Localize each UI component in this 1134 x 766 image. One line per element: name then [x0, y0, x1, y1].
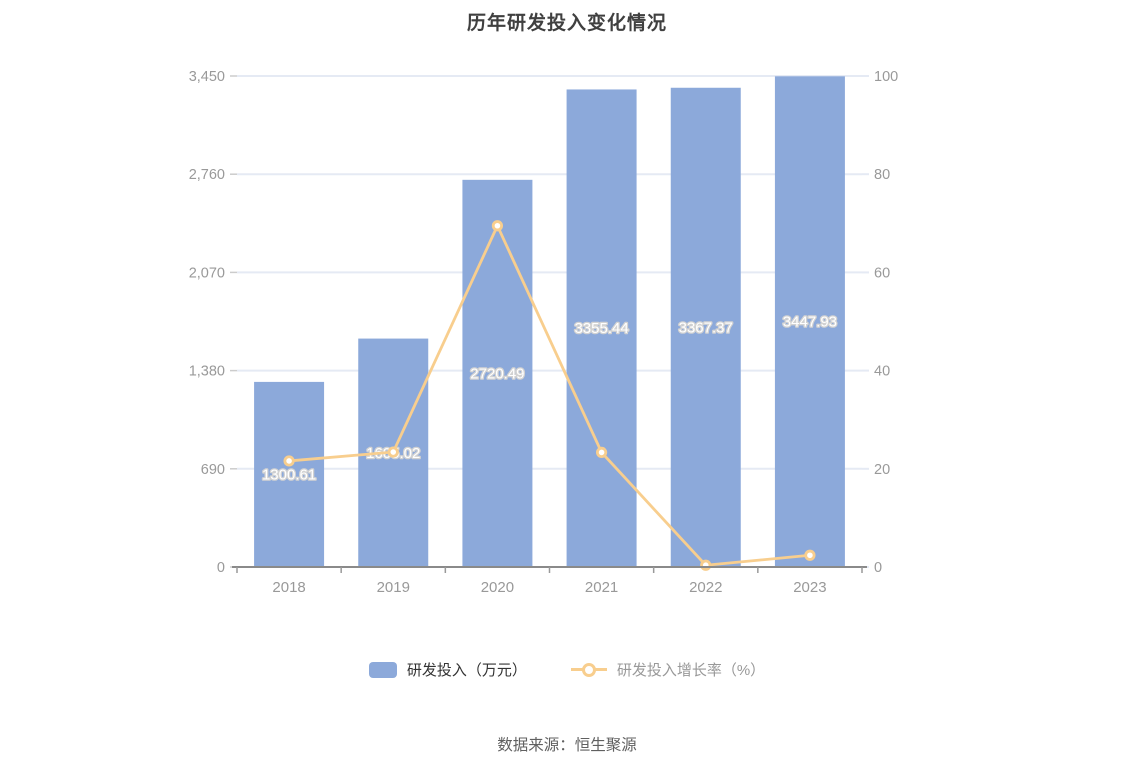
- left-axis-tick-label: 1,380: [189, 364, 225, 380]
- bar-2022[interactable]: [670, 87, 741, 568]
- right-axis-tick-label: 20: [874, 462, 890, 478]
- right-axis-tick-label: 60: [874, 265, 890, 281]
- growth-point-2018[interactable]: [283, 455, 295, 467]
- x-axis-label-2019: 2019: [377, 579, 410, 596]
- bar-2018[interactable]: [254, 381, 325, 567]
- right-axis-tick-label: 100: [874, 69, 898, 85]
- left-axis-tick-label: 2,760: [189, 167, 225, 183]
- chart-plot-area: 0 690 1,380 2,070 2,760 3,450 0 20 40 60 80 100 1300…: [189, 69, 899, 596]
- legend-item-growth-rate[interactable]: 研发投入增长率（%）: [570, 659, 766, 680]
- left-axis-tick-label: 2,070: [189, 265, 225, 281]
- legend-label-rd-investment: 研发投入（万元）: [406, 662, 527, 679]
- growth-point-2020[interactable]: [491, 220, 504, 232]
- bar-value-label-2020: 2720.49: [470, 365, 524, 382]
- growth-rate-line: [288, 224, 811, 567]
- left-axis-tick-label: 3,450: [189, 69, 225, 85]
- bar-2023[interactable]: [774, 76, 845, 567]
- chart-legend: 研发投入（万元） 研发投入增长率（%）: [0, 659, 1134, 680]
- chart-title: 历年研发投入变化情况: [466, 13, 667, 34]
- left-axis-tick-label: 690: [201, 462, 225, 478]
- x-axis-label-2020: 2020: [481, 579, 514, 596]
- bar-value-label-2023: 3447.93: [783, 314, 837, 331]
- legend-item-rd-investment[interactable]: 研发投入（万元）: [368, 659, 527, 680]
- legend-label-growth-rate: 研发投入增长率（%）: [616, 662, 766, 679]
- right-axis-tick-label: 80: [874, 167, 890, 183]
- growth-point-2023[interactable]: [804, 549, 816, 561]
- left-axis-tick-label: 0: [217, 560, 225, 576]
- growth-point-2019[interactable]: [387, 446, 399, 458]
- x-axis-label-2023: 2023: [793, 579, 826, 596]
- bar-value-label-2022: 3367.37: [679, 319, 733, 336]
- bar-2020[interactable]: [462, 179, 533, 568]
- right-axis-tick-label: 0: [874, 560, 882, 576]
- growth-point-2022[interactable]: [700, 559, 712, 571]
- line-series-swatch-icon: [570, 662, 607, 678]
- x-axis-label-2021: 2021: [585, 579, 618, 596]
- bar-value-label-2018: 1300.61: [262, 466, 316, 483]
- x-axis-label-2022: 2022: [689, 579, 722, 596]
- right-axis-tick-label: 40: [874, 364, 890, 380]
- bar-series-swatch-icon: [368, 661, 397, 678]
- growth-point-2021[interactable]: [595, 446, 608, 459]
- data-source-caption: 数据来源：恒生聚源: [497, 737, 637, 754]
- bar-2021[interactable]: [566, 89, 637, 567]
- bar-value-label-2021: 3355.44: [574, 320, 628, 337]
- x-axis-label-2018: 2018: [272, 579, 305, 596]
